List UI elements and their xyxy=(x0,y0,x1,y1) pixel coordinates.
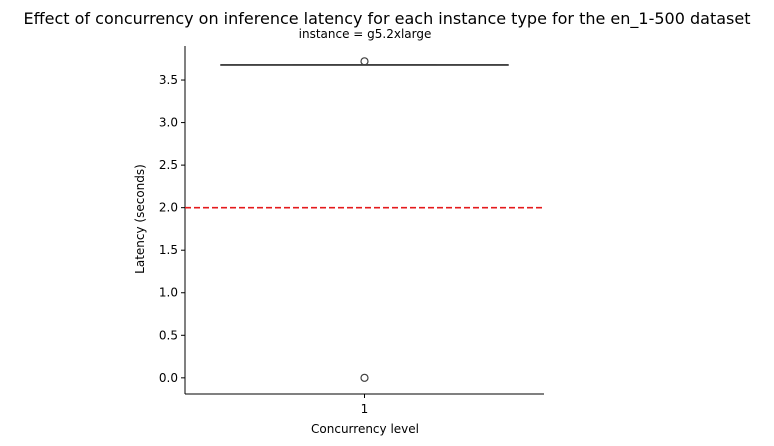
y-tick-label: 3.5 xyxy=(159,73,178,87)
y-tick-label: 0.0 xyxy=(159,371,178,385)
y-tick-label: 1.0 xyxy=(159,286,178,300)
x-axis-label: Concurrency level xyxy=(311,422,419,436)
chart-title: Effect of concurrency on inference laten… xyxy=(24,9,751,29)
y-tick-label: 0.5 xyxy=(159,328,178,342)
outlier-point xyxy=(360,57,369,66)
y-tick-label: 3.0 xyxy=(159,116,178,130)
plot-area: 0.0 0.5 1.0 1.5 2.0 2.5 3.0 3.5 1 xyxy=(159,46,544,416)
y-tick-label: 1.5 xyxy=(159,243,178,257)
x-tick-label: 1 xyxy=(361,402,369,416)
y-tick-label: 2.5 xyxy=(159,158,178,172)
facet-title: instance = g5.2xlarge xyxy=(299,27,432,41)
outlier-point xyxy=(360,373,369,382)
y-axis-label: Latency (seconds) xyxy=(133,164,147,274)
y-tick-label: 2.0 xyxy=(159,201,178,215)
